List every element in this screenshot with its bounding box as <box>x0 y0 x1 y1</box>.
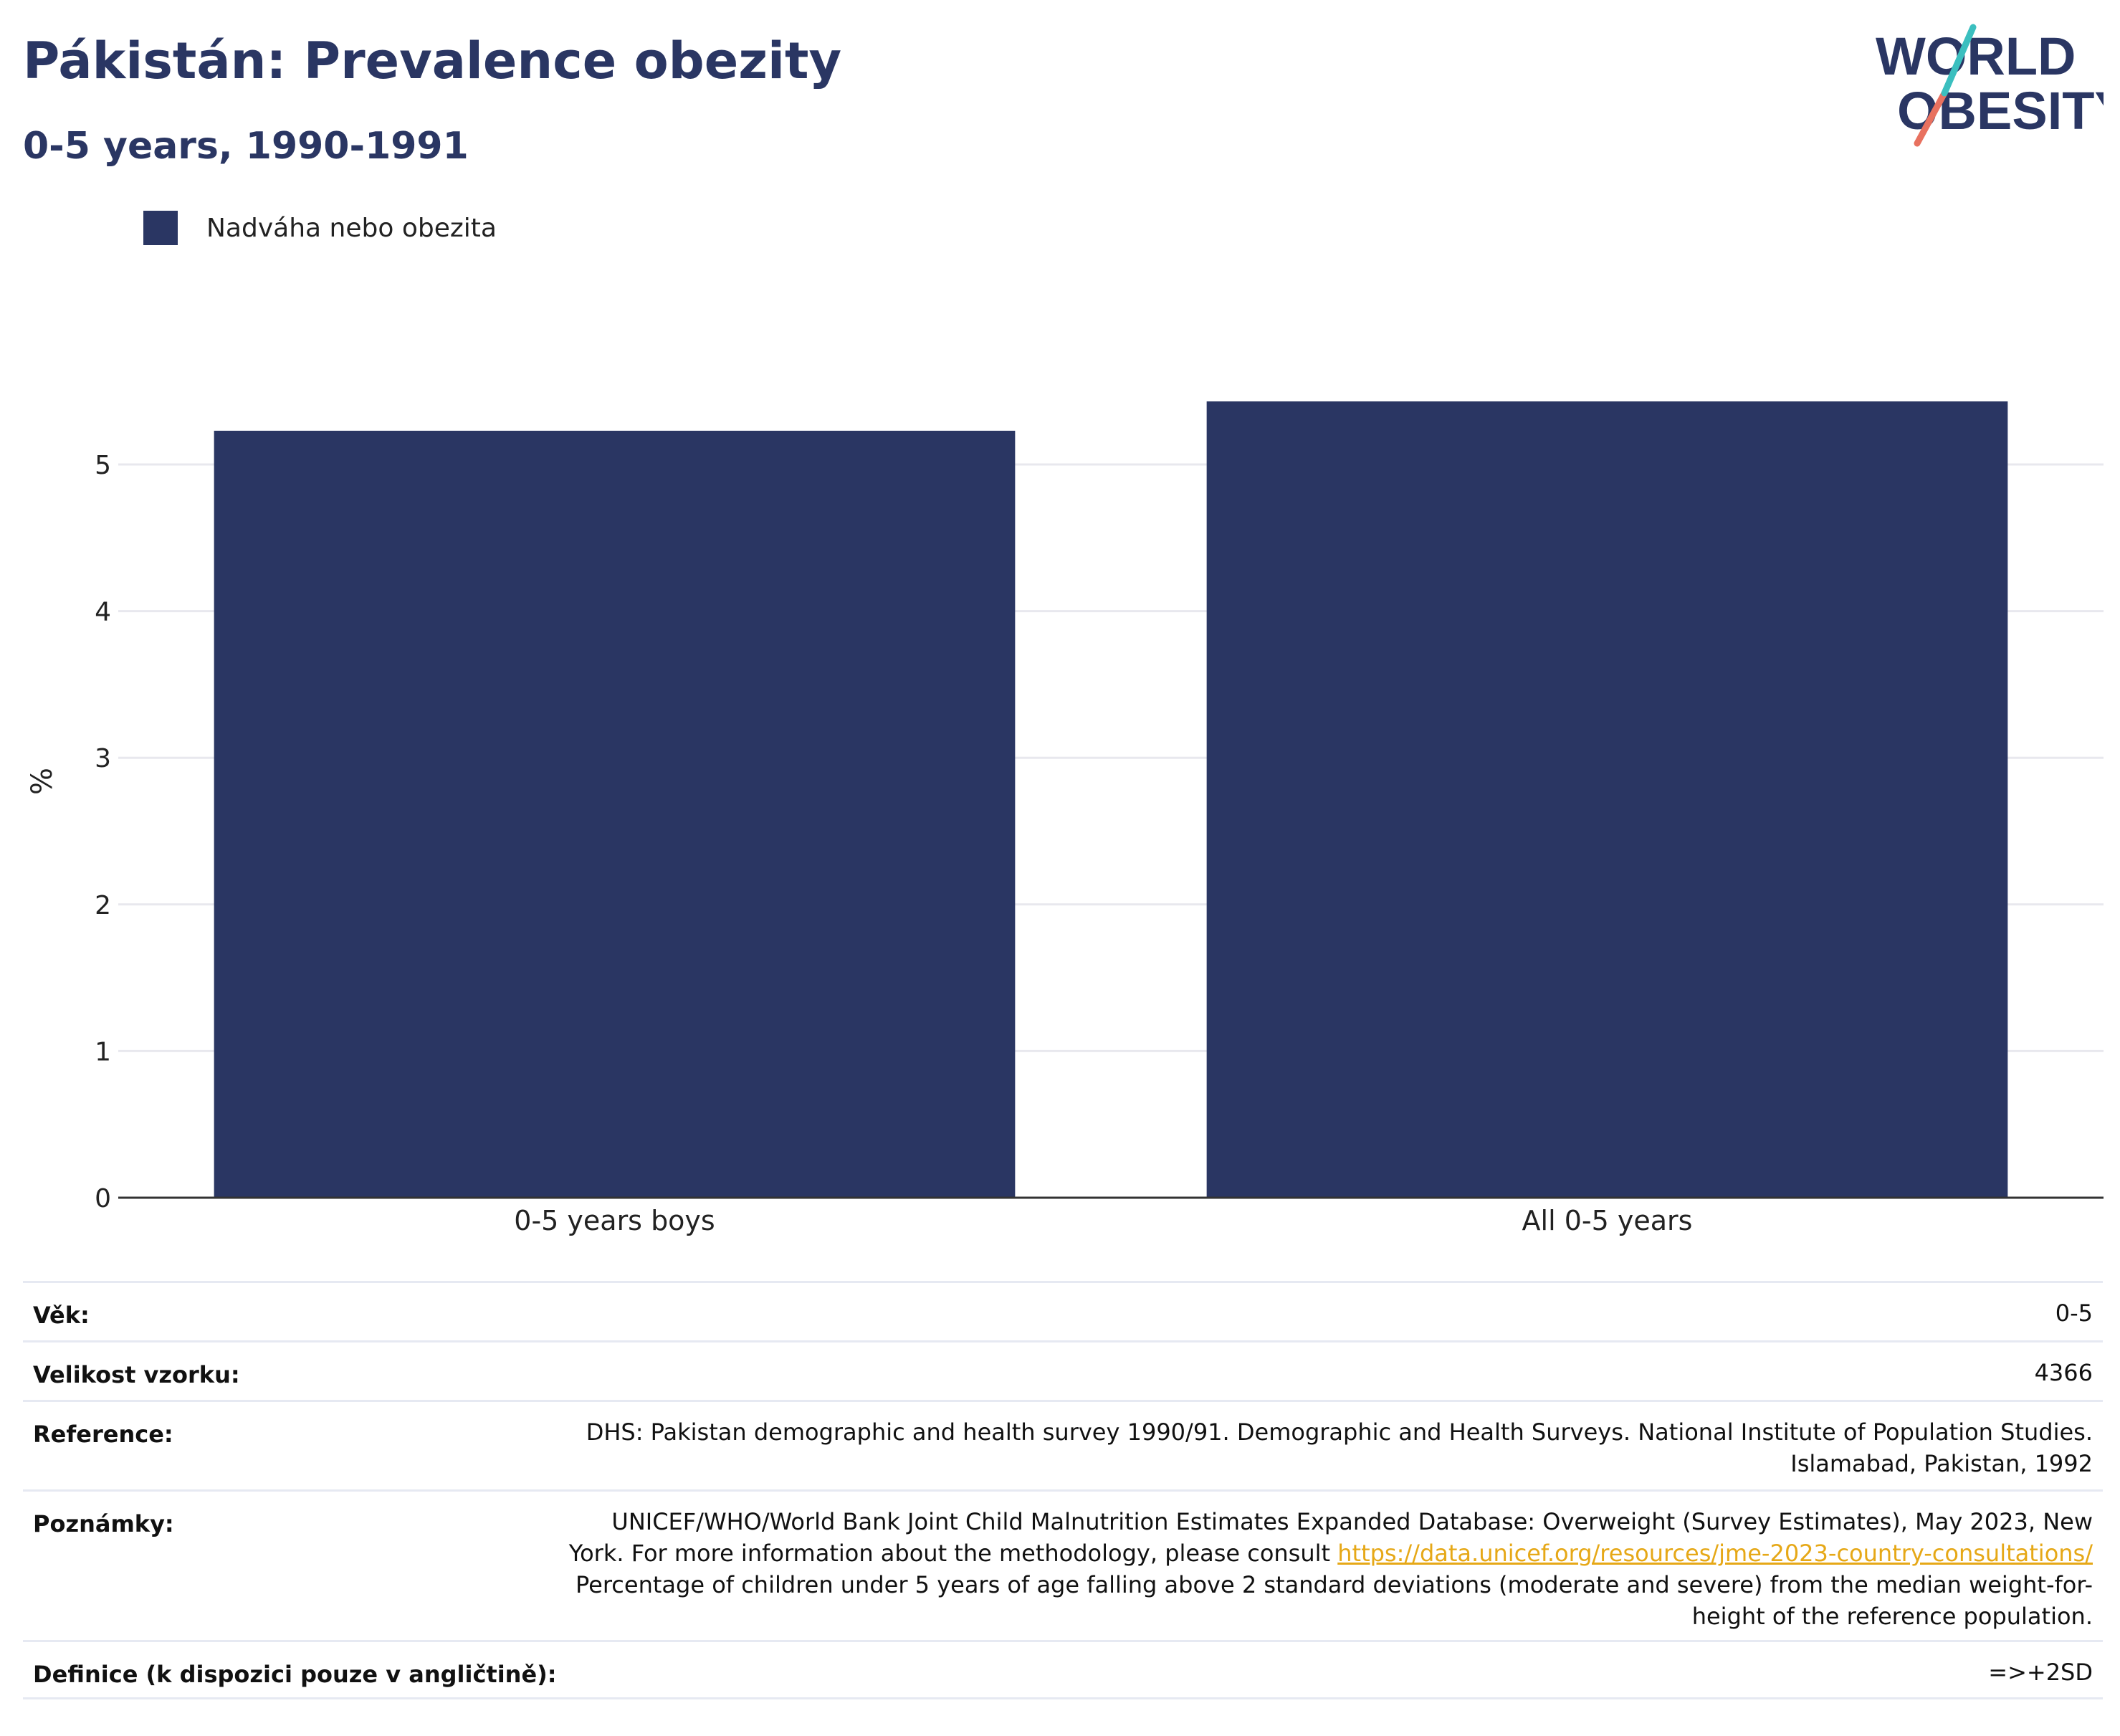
notes-link[interactable]: https://data.unicef.org/resources/jme-20… <box>1337 1540 2093 1567</box>
notes-label: Poznámky: <box>33 1510 174 1537</box>
logo-slash-coral <box>1914 90 1948 147</box>
definition-value: =>+2SD <box>1988 1659 2093 1686</box>
y-tick-label: 1 <box>95 1037 111 1067</box>
reference-value: DHS: Pakistan demographic and health sur… <box>586 1402 2093 1489</box>
y-tick-label: 2 <box>95 891 111 920</box>
legend-swatch <box>143 211 178 245</box>
x-tick-label: All 0-5 years <box>1522 1205 1693 1236</box>
y-tick-label: 3 <box>95 744 111 773</box>
y-tick-label: 5 <box>95 451 111 480</box>
chart-legend[interactable]: Nadváha nebo obezita <box>143 211 497 245</box>
info-row-sample: Velikost vzorku: 4366 <box>23 1340 2103 1400</box>
logo-line1: WORLD <box>1876 27 2076 86</box>
age-label: Věk: <box>33 1302 90 1329</box>
legend-label: Nadváha nebo obezita <box>206 213 497 243</box>
x-tick-label: 0-5 years boys <box>514 1205 715 1236</box>
notes-line2: York. For more information about the met… <box>568 1540 1338 1567</box>
notes-line3: Percentage of children under 5 years of … <box>576 1571 2093 1598</box>
age-value: 0-5 <box>2055 1299 2093 1327</box>
y-tick-label: 4 <box>95 598 111 627</box>
definition-label: Definice (k dispozici pouze v angličtině… <box>33 1661 557 1688</box>
reference-line2: Islamabad, Pakistan, 1992 <box>1790 1450 2093 1477</box>
page-subtitle: 0-5 years, 1990-1991 <box>23 125 469 168</box>
info-row-definition: Definice (k dispozici pouze v angličtině… <box>23 1640 2103 1699</box>
sample-label: Velikost vzorku: <box>33 1361 240 1388</box>
notes-line4: height of the reference population. <box>1691 1603 2093 1630</box>
bar-2 <box>1206 401 2008 1198</box>
info-table: Věk: 0-5 Velikost vzorku: 4366 Reference… <box>23 1281 2103 1699</box>
reference-line1: DHS: Pakistan demographic and health sur… <box>586 1418 2093 1446</box>
notes-value: UNICEF/WHO/World Bank Joint Child Malnut… <box>569 1492 2093 1640</box>
notes-line1: UNICEF/WHO/World Bank Joint Child Malnut… <box>611 1508 2093 1535</box>
sample-value: 4366 <box>2034 1359 2093 1386</box>
world-obesity-logo: WORLD OBESITY <box>1876 24 2104 147</box>
reference-label: Reference: <box>33 1421 173 1448</box>
info-row-notes: Poznámky: UNICEF/WHO/World Bank Joint Ch… <box>23 1489 2103 1640</box>
y-tick-label: 0 <box>95 1184 111 1213</box>
info-row-reference: Reference: DHS: Pakistan demographic and… <box>23 1400 2103 1489</box>
y-axis-label: % <box>26 768 59 795</box>
bar-1 <box>214 430 1016 1198</box>
bar-chart: 0 1 2 3 4 5 0-5 years boys All 0-5 years% <box>26 401 2104 1236</box>
info-row-age: Věk: 0-5 <box>23 1281 2103 1340</box>
logo-slash-teal <box>1941 24 1977 97</box>
page-title: Pákistán: Prevalence obezity <box>23 32 842 90</box>
